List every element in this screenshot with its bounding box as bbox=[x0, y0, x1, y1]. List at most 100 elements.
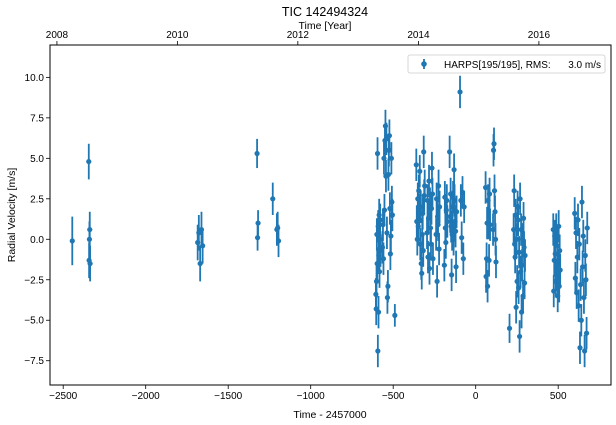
data-point bbox=[492, 209, 498, 215]
data-point bbox=[580, 233, 586, 239]
data-point bbox=[384, 230, 390, 236]
x-tick-label: −1500 bbox=[214, 391, 243, 402]
legend-label: HARPS[195/195], RMS: bbox=[444, 60, 551, 71]
data-point bbox=[451, 167, 457, 173]
data-point bbox=[419, 270, 425, 276]
y-tick-label: −5.0 bbox=[24, 316, 44, 327]
data-point bbox=[200, 243, 206, 249]
top-x-tick-label: 2016 bbox=[528, 30, 551, 41]
data-point bbox=[381, 207, 388, 213]
data-point bbox=[197, 260, 203, 267]
data-point bbox=[87, 226, 93, 233]
data-points bbox=[69, 75, 590, 368]
data-point bbox=[486, 191, 493, 197]
top-x-tick-label: 2014 bbox=[407, 30, 430, 41]
y-tick-label: 0.0 bbox=[30, 235, 44, 246]
data-point bbox=[385, 171, 392, 178]
data-point bbox=[375, 348, 381, 354]
data-point bbox=[522, 252, 528, 259]
data-point bbox=[576, 241, 582, 247]
data-point bbox=[583, 330, 590, 336]
data-point bbox=[457, 89, 463, 95]
data-point bbox=[484, 283, 491, 289]
data-point bbox=[392, 312, 398, 318]
data-point bbox=[506, 325, 513, 331]
y-tick-label: 10.0 bbox=[25, 73, 45, 84]
data-point bbox=[582, 348, 588, 354]
data-point bbox=[386, 133, 393, 139]
data-point bbox=[426, 178, 432, 184]
data-point bbox=[516, 249, 522, 255]
x-tick-label: −2000 bbox=[132, 391, 161, 402]
data-point bbox=[375, 309, 382, 315]
data-point bbox=[270, 196, 276, 202]
data-point bbox=[388, 155, 394, 161]
data-point bbox=[581, 294, 587, 301]
data-point bbox=[255, 220, 261, 226]
data-point bbox=[420, 210, 426, 216]
data-point bbox=[417, 168, 423, 174]
data-point bbox=[444, 197, 450, 204]
data-point bbox=[441, 262, 447, 268]
data-point bbox=[69, 238, 75, 244]
data-point bbox=[577, 345, 583, 351]
data-point bbox=[381, 155, 387, 161]
data-point bbox=[452, 228, 459, 234]
data-point bbox=[436, 204, 443, 210]
data-point bbox=[373, 278, 380, 284]
data-point bbox=[514, 236, 520, 242]
legend-marker bbox=[421, 61, 427, 67]
data-point bbox=[385, 283, 391, 289]
data-point bbox=[380, 256, 387, 262]
data-point bbox=[461, 204, 467, 210]
data-point bbox=[579, 199, 585, 205]
data-point bbox=[434, 278, 440, 284]
data-point bbox=[420, 248, 426, 254]
data-point bbox=[389, 212, 395, 218]
data-point bbox=[580, 264, 586, 270]
data-point bbox=[575, 217, 581, 223]
data-point bbox=[388, 233, 394, 239]
y-tick-label: −2.5 bbox=[24, 275, 44, 286]
data-point bbox=[436, 246, 442, 252]
data-point bbox=[449, 272, 455, 278]
data-point bbox=[583, 277, 589, 283]
data-point bbox=[87, 260, 93, 267]
data-point bbox=[582, 252, 588, 259]
data-point bbox=[275, 238, 282, 244]
data-point bbox=[513, 304, 519, 310]
data-point bbox=[435, 222, 441, 228]
data-point bbox=[584, 225, 590, 231]
data-point bbox=[576, 303, 582, 309]
data-point bbox=[556, 223, 562, 229]
x-tick-label: −1000 bbox=[297, 391, 326, 402]
x-tick-label: 0 bbox=[473, 391, 479, 402]
legend-box bbox=[407, 54, 606, 74]
data-point bbox=[254, 150, 260, 157]
data-point bbox=[376, 269, 383, 275]
data-point bbox=[429, 165, 435, 171]
x-tick-label: −500 bbox=[382, 391, 405, 402]
data-point bbox=[517, 196, 523, 202]
plot-frame bbox=[49, 44, 612, 386]
data-point bbox=[520, 215, 527, 221]
y-tick-label: 5.0 bbox=[30, 154, 44, 165]
data-point bbox=[486, 257, 492, 263]
data-point bbox=[447, 149, 453, 155]
top-x-tick-label: 2010 bbox=[166, 30, 189, 41]
data-point bbox=[460, 256, 466, 262]
axes: −2500 −2000 −1500 −1000 −500 0 500 −7.5 −5.0 −2.5… bbox=[24, 30, 567, 402]
data-point bbox=[435, 183, 442, 189]
y-tick-label: −7.5 bbox=[24, 356, 44, 367]
legend-rms-value: 3.0 m/s bbox=[568, 60, 601, 71]
data-point bbox=[557, 267, 563, 273]
data-point bbox=[483, 184, 489, 191]
data-point bbox=[492, 236, 499, 242]
data-point bbox=[519, 262, 525, 268]
data-point bbox=[422, 183, 428, 189]
data-point bbox=[578, 282, 584, 288]
legend: HARPS[195/195], RMS: 3.0 m/s bbox=[407, 54, 606, 74]
data-point bbox=[387, 251, 393, 257]
top-x-tick-label: 2008 bbox=[46, 30, 69, 41]
